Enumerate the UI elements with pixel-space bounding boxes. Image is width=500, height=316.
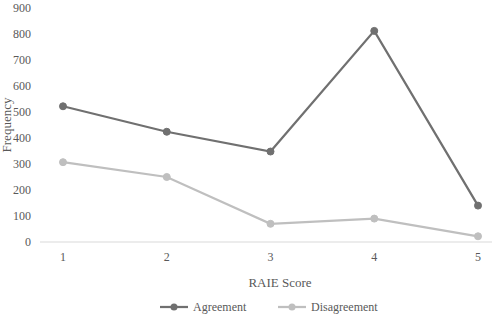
legend-label: Disagreement — [311, 300, 378, 314]
y-tick-label: 900 — [13, 1, 31, 15]
y-tick-label: 800 — [13, 27, 31, 41]
series-marker — [163, 174, 170, 181]
series-marker — [475, 202, 482, 209]
series-marker — [60, 159, 67, 166]
series-line — [63, 31, 478, 206]
series-marker — [163, 128, 170, 135]
series-marker — [371, 27, 378, 34]
y-tick-label: 600 — [13, 79, 31, 93]
series-marker — [267, 148, 274, 155]
y-tick-label: 400 — [13, 131, 31, 145]
y-tick-label: 500 — [13, 105, 31, 119]
y-tick-label: 200 — [13, 183, 31, 197]
x-axis-line — [40, 242, 492, 243]
x-axis-title: RAIE Score — [248, 275, 311, 290]
series-marker — [371, 215, 378, 222]
plot-area — [60, 27, 482, 239]
legend-label: Agreement — [193, 300, 247, 314]
legend: Agreement Disagreement — [160, 300, 378, 314]
x-tick-label: 3 — [268, 250, 274, 264]
x-tick-label: 2 — [164, 250, 170, 264]
y-tick-label: 300 — [13, 157, 31, 171]
y-tick-label: 100 — [13, 209, 31, 223]
series-marker — [267, 220, 274, 227]
chart: 0 100 200 300 400 500 600 700 800 900 1 2 3 4 5 RAIE Sc… — [0, 0, 500, 316]
series-marker — [475, 233, 482, 240]
series-marker — [60, 103, 67, 110]
x-tick-label: 5 — [475, 250, 481, 264]
legend-marker — [289, 304, 296, 311]
x-tick-label: 1 — [60, 250, 66, 264]
x-tick-label: 4 — [371, 250, 377, 264]
legend-marker — [171, 304, 178, 311]
y-axis-title: Frequency — [0, 97, 14, 152]
y-tick-label: 0 — [25, 235, 31, 249]
y-tick-label: 700 — [13, 53, 31, 67]
series-line — [63, 162, 478, 236]
chart-svg: 0 100 200 300 400 500 600 700 800 900 1 2 3 4 5 RAIE Sc… — [0, 0, 500, 316]
